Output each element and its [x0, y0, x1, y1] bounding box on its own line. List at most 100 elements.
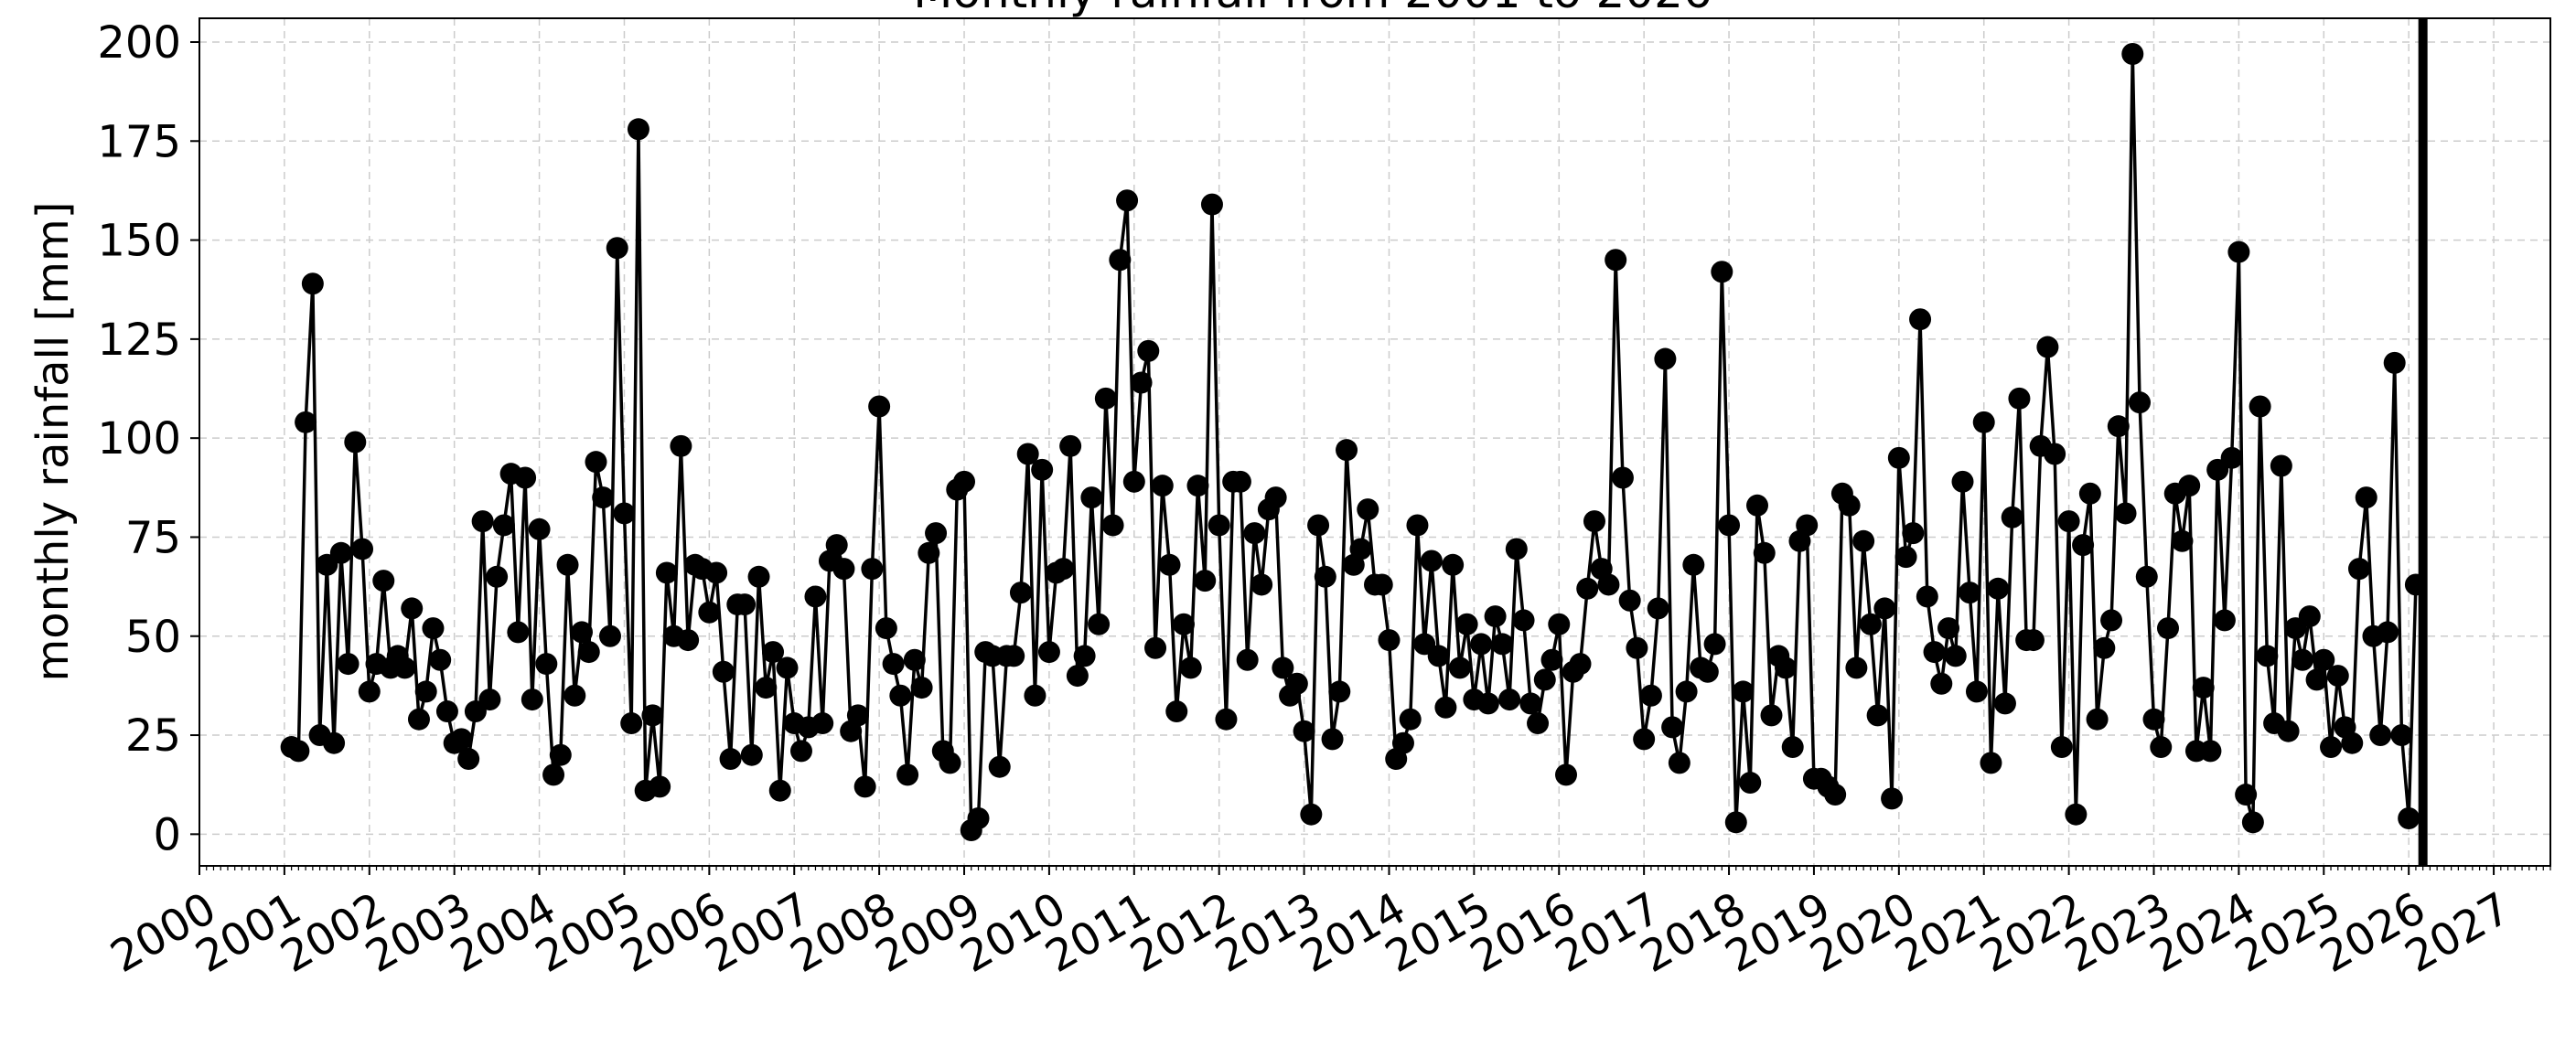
data-point	[1116, 189, 1139, 212]
data-point	[1682, 553, 1705, 576]
data-point	[1243, 522, 1266, 545]
data-point	[1951, 470, 1974, 493]
data-point	[2220, 446, 2243, 469]
data-point	[1250, 573, 1273, 596]
data-point	[1101, 514, 1124, 537]
data-point	[1781, 736, 1804, 759]
data-point	[1498, 688, 1521, 711]
data-point	[2008, 387, 2031, 410]
data-point	[556, 553, 579, 576]
data-point	[861, 558, 884, 581]
data-point	[1016, 443, 1039, 465]
data-point	[1647, 597, 1669, 620]
data-point	[2390, 724, 2413, 747]
data-point	[1300, 803, 1323, 826]
data-point	[1894, 546, 1917, 569]
data-point	[2355, 486, 2377, 509]
data-point	[2270, 454, 2292, 477]
data-point	[1391, 731, 1414, 754]
data-point	[670, 434, 692, 457]
y-tick-label: 125	[97, 315, 181, 366]
data-point	[1923, 641, 1946, 664]
data-point	[329, 541, 352, 564]
data-point	[1088, 613, 1111, 635]
data-point	[2178, 475, 2201, 497]
data-point	[1760, 704, 1783, 727]
data-point	[295, 411, 317, 433]
data-point	[1208, 514, 1230, 537]
data-point	[1200, 193, 1223, 216]
data-point	[1328, 680, 1351, 703]
data-point	[507, 621, 530, 644]
data-point	[1158, 553, 1181, 576]
data-point	[429, 648, 452, 671]
data-point	[471, 510, 494, 533]
data-point	[1626, 636, 1648, 659]
data-point	[1165, 700, 1188, 723]
data-point	[1993, 692, 2016, 715]
data-point	[1959, 582, 1981, 604]
data-point	[2129, 391, 2152, 414]
data-point	[1080, 486, 1103, 509]
y-axis-title: monthly rainfall [mm]	[27, 202, 79, 682]
data-point	[825, 534, 848, 557]
y-tick-label: 25	[125, 710, 181, 762]
data-point	[740, 743, 763, 766]
data-point	[712, 660, 735, 683]
data-point	[1746, 494, 1769, 517]
data-point	[776, 656, 799, 679]
data-point	[1724, 811, 1747, 834]
data-point	[372, 570, 395, 592]
data-point	[1037, 641, 1060, 664]
data-point	[1533, 668, 1556, 691]
data-point	[2135, 565, 2158, 588]
data-point	[1484, 605, 1507, 628]
data-point	[2292, 648, 2314, 671]
data-point	[875, 617, 897, 640]
data-point	[988, 755, 1011, 778]
data-point	[2057, 510, 2080, 533]
data-point	[1066, 665, 1089, 688]
series-layer	[280, 42, 2427, 842]
data-point	[2235, 784, 2258, 806]
data-point	[414, 680, 437, 703]
data-point	[598, 624, 621, 647]
data-point	[1073, 645, 1096, 667]
data-point	[542, 763, 565, 786]
data-point	[1137, 339, 1160, 362]
data-point	[2404, 573, 2427, 596]
data-point	[1845, 656, 1868, 679]
data-point	[1859, 613, 1882, 635]
data-point	[478, 688, 501, 711]
data-point	[846, 704, 869, 727]
data-point	[1548, 613, 1571, 635]
data-point	[1293, 720, 1315, 742]
data-point	[882, 653, 905, 676]
data-point	[1052, 558, 1075, 581]
data-point	[344, 431, 367, 454]
data-point	[620, 712, 643, 735]
data-point	[1555, 763, 1578, 786]
data-point	[1633, 728, 1656, 751]
data-point	[450, 728, 473, 751]
data-point	[1144, 636, 1167, 659]
data-point	[1597, 573, 1620, 596]
data-point	[323, 731, 346, 754]
data-point	[1370, 573, 1393, 596]
data-point	[514, 466, 537, 489]
data-point	[1540, 648, 1563, 671]
data-point	[2341, 731, 2364, 754]
data-point	[1130, 371, 1153, 394]
y-tick-label: 150	[97, 216, 181, 267]
data-point	[1696, 660, 1719, 683]
data-point	[853, 775, 876, 798]
data-point	[2150, 736, 2173, 759]
data-point	[1639, 684, 1662, 707]
data-point	[613, 502, 636, 525]
data-point	[1336, 439, 1358, 462]
data-point	[2227, 240, 2250, 263]
data-point	[1215, 708, 1238, 731]
data-point	[301, 272, 324, 295]
data-point	[2121, 42, 2144, 65]
